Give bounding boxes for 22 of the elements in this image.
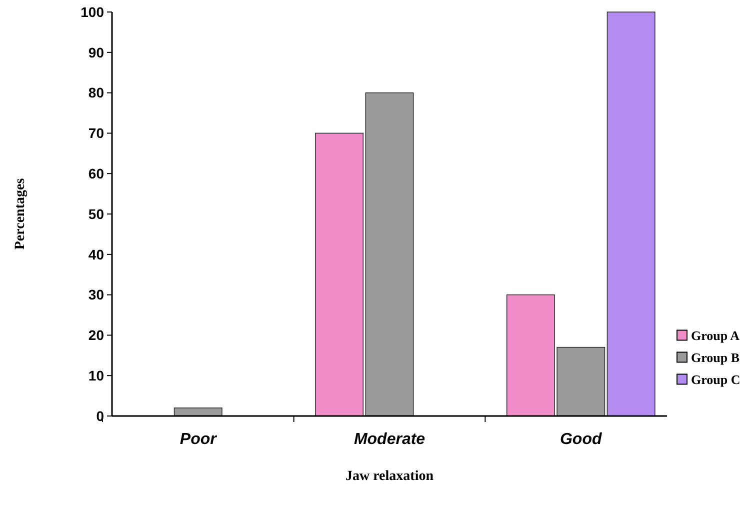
y-tick-label: 10 bbox=[88, 368, 104, 384]
y-tick-label: 50 bbox=[88, 206, 104, 222]
y-tick-label: 30 bbox=[88, 286, 104, 303]
y-tick-label: 100 bbox=[80, 4, 104, 20]
bar bbox=[174, 408, 222, 416]
y-tick-label: 80 bbox=[88, 84, 104, 101]
bar bbox=[315, 132, 364, 416]
y-tick-label: 70 bbox=[88, 125, 104, 142]
y-tick-label: 20 bbox=[88, 327, 104, 344]
x-tick-label: Moderate bbox=[354, 431, 426, 448]
legend-label: Group C bbox=[691, 372, 740, 387]
x-tick-label: Poor bbox=[180, 431, 218, 448]
bar bbox=[606, 12, 656, 416]
legend-label: Group A bbox=[691, 328, 740, 343]
y-tick-label: 40 bbox=[88, 246, 104, 262]
y-axis-title: Percentages bbox=[13, 178, 28, 250]
x-axis-title: Jaw relaxation bbox=[345, 469, 434, 484]
legend-label: Group B bbox=[691, 350, 740, 365]
y-tick-label: 90 bbox=[88, 44, 104, 60]
x-tick-label: Good bbox=[560, 431, 603, 448]
bar bbox=[365, 92, 414, 416]
y-tick-label: 60 bbox=[88, 166, 104, 182]
